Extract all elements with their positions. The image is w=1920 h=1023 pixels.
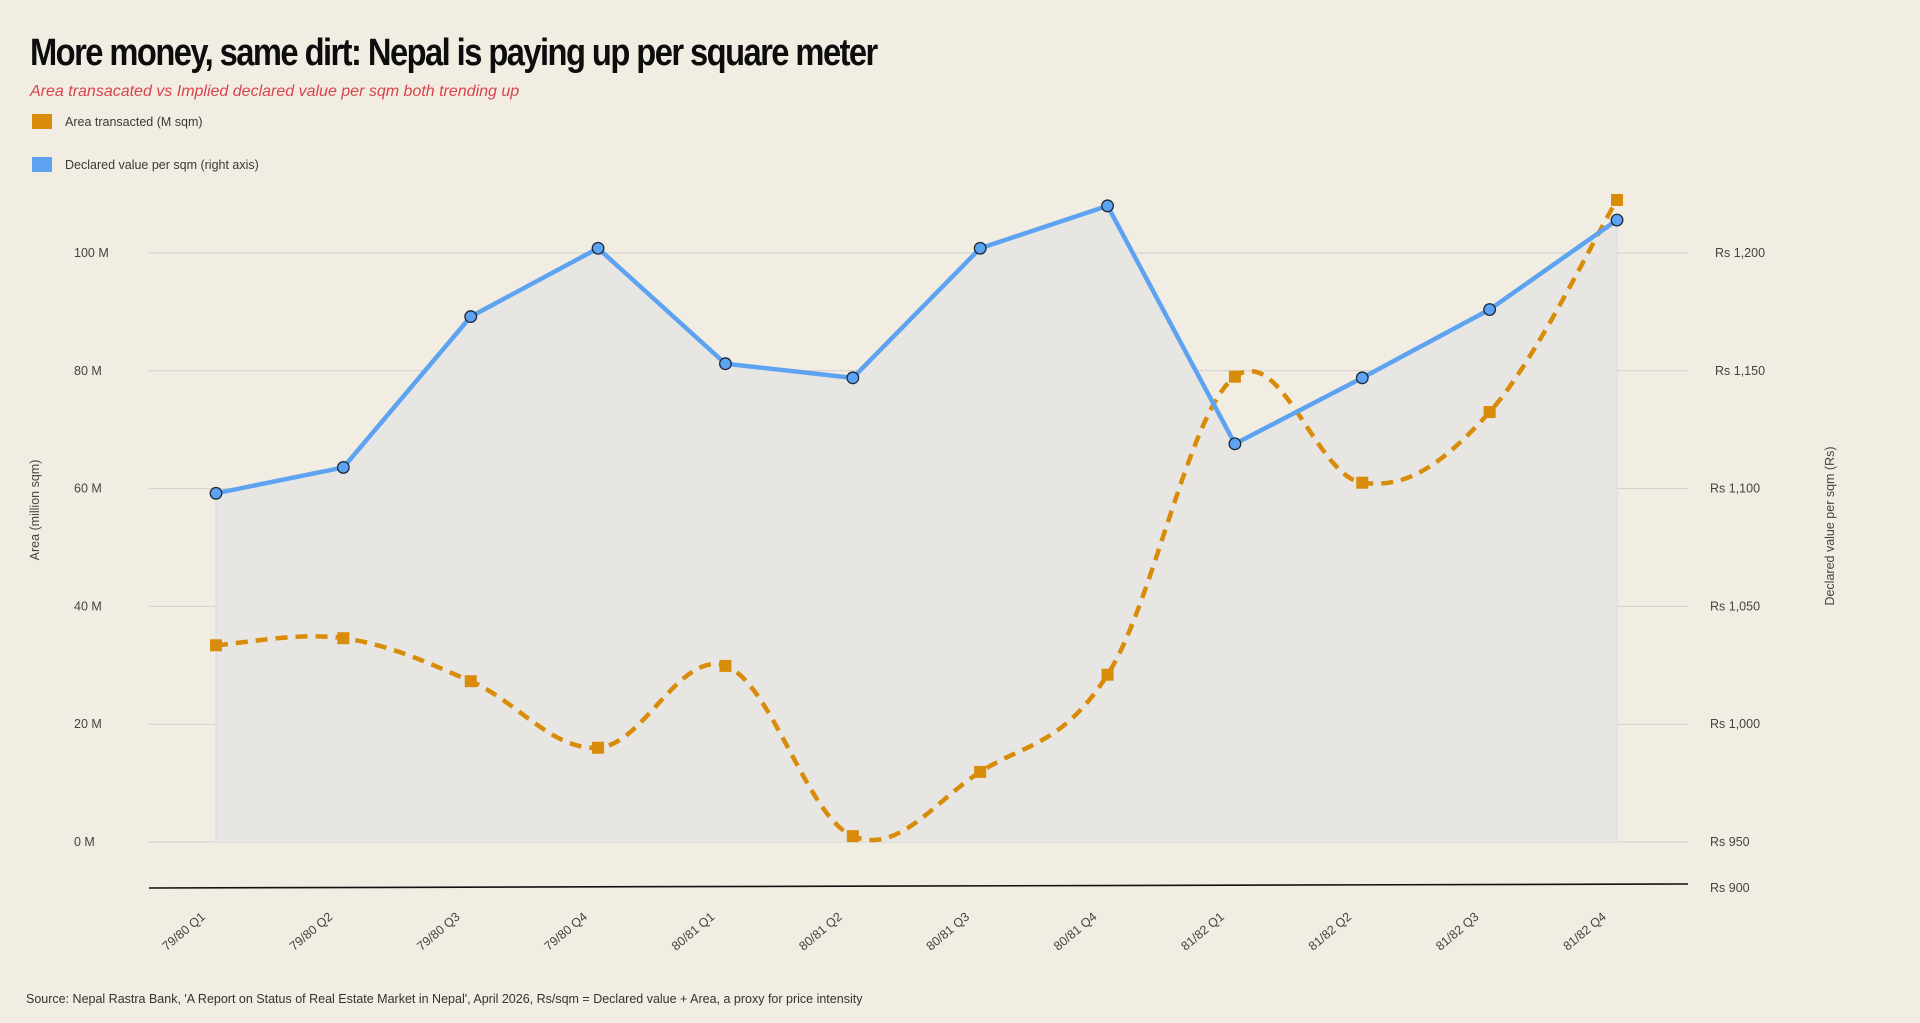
right-axis-title: Declared value per sqm (Rs) bbox=[1823, 446, 1837, 605]
declared-value-marker bbox=[1101, 199, 1114, 213]
x-axis-tick-label: 79/80 Q1 bbox=[160, 910, 208, 954]
declared-value-marker bbox=[719, 357, 732, 371]
series-area-transacted bbox=[210, 193, 1623, 843]
area-transacted-marker bbox=[1228, 370, 1241, 383]
x-axis-tick-label: 80/81 Q1 bbox=[669, 910, 717, 954]
area-transacted-marker bbox=[719, 659, 732, 672]
x-axis-tick-label: 81/82 Q3 bbox=[1433, 910, 1481, 954]
declared-value-marker bbox=[846, 371, 860, 385]
chart-subtitle: Area transacated vs Implied declared val… bbox=[30, 83, 520, 100]
area-transacted-marker bbox=[592, 741, 605, 754]
declared-value-marker bbox=[973, 241, 987, 255]
declared-value-marker bbox=[591, 241, 605, 255]
right-axis-tick-label: Rs 950 bbox=[1710, 835, 1750, 849]
legend-label-area: Area transacted (M sqm) bbox=[65, 114, 203, 129]
left-axis-title: Area (million sqm) bbox=[28, 460, 42, 561]
declared-value-marker bbox=[1355, 371, 1369, 385]
x-axis-tick-label: 81/82 Q4 bbox=[1561, 910, 1609, 954]
x-axis-tick-label: 80/81 Q4 bbox=[1051, 910, 1099, 954]
right-axis-tick-label: Rs 900 bbox=[1710, 881, 1750, 895]
right-axis-tick-label: Rs 1,050 bbox=[1710, 599, 1760, 613]
area-transacted-marker bbox=[846, 830, 859, 843]
legend-item-area: Area transacted (M sqm) bbox=[32, 114, 203, 129]
declared-value-marker bbox=[1228, 437, 1242, 451]
x-axis-tick-label: 79/80 Q2 bbox=[287, 910, 335, 954]
declared-value-marker bbox=[209, 486, 223, 500]
left-axis-tick-label: 80 M bbox=[74, 364, 102, 378]
right-axis-tick-label: Rs 1,100 bbox=[1710, 482, 1760, 496]
right-axis-tick-label: Rs 1,000 bbox=[1710, 717, 1760, 731]
x-axis-tick-label: 79/80 Q4 bbox=[542, 910, 590, 954]
left-axis-tick-label: 20 M bbox=[74, 717, 102, 731]
area-transacted-marker bbox=[1483, 406, 1496, 419]
left-axis-ticks: 0 M 20 M 40 M 60 M 80 M 100 M bbox=[74, 246, 109, 849]
source-note: Source: Nepal Rastra Bank, 'A Report on … bbox=[26, 992, 863, 1006]
declared-value-line bbox=[215, 203, 1619, 496]
area-transacted-marker bbox=[337, 632, 350, 645]
x-axis-tick-label: 80/81 Q3 bbox=[924, 910, 972, 954]
declared-value-marker bbox=[336, 460, 350, 474]
right-axis-ticks: Rs 900 Rs 950 Rs 1,000 Rs 1,050 Rs 1,100 Rs 1… bbox=[1710, 246, 1765, 895]
declared-value-marker bbox=[464, 310, 478, 324]
left-axis-tick-label: 60 M bbox=[74, 482, 102, 496]
x-axis-tick-label: 81/82 Q1 bbox=[1178, 910, 1226, 954]
right-axis-tick-label: Rs 1,150 bbox=[1715, 364, 1765, 378]
declared-value-marker bbox=[1610, 213, 1624, 227]
area-transacted-marker bbox=[464, 675, 477, 688]
x-axis-baseline bbox=[148, 883, 1689, 889]
area-transacted-marker bbox=[210, 639, 222, 652]
area-transacted-marker bbox=[1101, 668, 1114, 681]
x-axis-tick-label: 81/82 Q2 bbox=[1306, 910, 1354, 954]
declared-value-area-fill bbox=[216, 205, 1617, 842]
chart-title: More money, same dirt: Nepal is paying u… bbox=[30, 32, 878, 74]
legend-swatch-declared-value bbox=[32, 157, 52, 172]
area-transacted-marker bbox=[1611, 193, 1623, 206]
legend-item-declared-value: Declared value per sqm (right axis) bbox=[32, 157, 259, 172]
x-axis-tick-label: 80/81 Q2 bbox=[796, 910, 844, 954]
area-transacted-line bbox=[215, 198, 1619, 843]
legend-label-declared-value: Declared value per sqm (right axis) bbox=[65, 157, 259, 172]
series-declared-value bbox=[209, 199, 1624, 500]
left-axis-tick-label: 100 M bbox=[74, 246, 109, 260]
legend-swatch-area bbox=[32, 114, 52, 129]
x-axis-tick-label: 79/80 Q3 bbox=[414, 910, 462, 954]
left-axis-tick-label: 40 M bbox=[74, 599, 102, 613]
declared-value-marker bbox=[1483, 303, 1497, 316]
left-axis-tick-label: 0 M bbox=[74, 835, 95, 849]
area-transacted-marker bbox=[1356, 476, 1369, 489]
x-axis-ticks: 79/80 Q1 79/80 Q2 79/80 Q3 79/80 Q4 80/81 Q1… bbox=[160, 910, 1609, 954]
right-axis-tick-label: Rs 1,200 bbox=[1715, 246, 1765, 260]
area-transacted-marker bbox=[974, 765, 987, 778]
